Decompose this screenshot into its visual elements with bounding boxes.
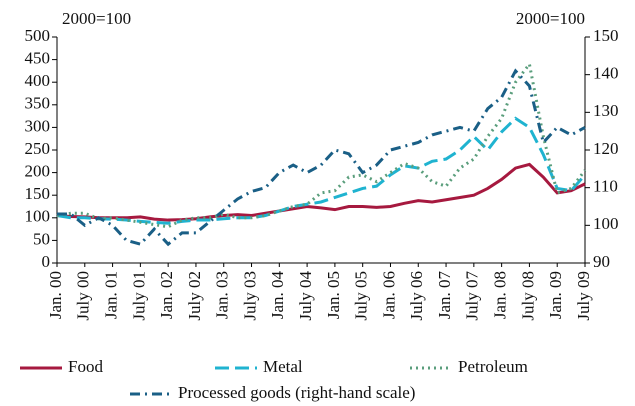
x-tick-label: July 07 <box>463 271 482 321</box>
y-tick-label: 200 <box>25 162 51 181</box>
x-tick-label: Jan. 05 <box>324 271 343 319</box>
x-tick-label: July 05 <box>352 271 371 321</box>
x-tick-label: July 09 <box>574 271 593 321</box>
series-line <box>56 116 587 225</box>
x-tick-label: July 03 <box>240 271 259 321</box>
x-tick-label: July 08 <box>518 271 537 321</box>
x-tick-label: Jan. 04 <box>268 271 287 320</box>
x-tick-label: Jan. 07 <box>435 271 454 320</box>
legend-label: Processed goods (right-hand scale) <box>178 383 415 402</box>
y2-tick-label: 120 <box>593 139 619 158</box>
y-tick-label: 150 <box>25 184 51 203</box>
y2-tick-label: 110 <box>593 177 618 196</box>
x-tick-label: Jan. 09 <box>546 271 565 319</box>
y2-tick-label: 90 <box>593 252 610 271</box>
x-tick-label: Jan. 03 <box>213 271 232 319</box>
y-tick-label: 350 <box>25 94 51 113</box>
legend-label: Petroleum <box>458 357 528 376</box>
x-tick-label: July 04 <box>296 271 315 321</box>
y-tick-label: 0 <box>42 252 51 271</box>
x-tick-label: July 00 <box>74 271 93 321</box>
x-tick-label: Jan. 00 <box>46 271 65 319</box>
series-line <box>57 68 586 247</box>
x-tick-label: July 01 <box>129 271 148 321</box>
y-tick-label: 500 <box>25 26 51 45</box>
y-tick-label: 100 <box>25 207 51 226</box>
y-tick-label: 250 <box>25 139 51 158</box>
x-tick-label: Jan. 08 <box>491 271 510 319</box>
y2-tick-label: 100 <box>593 214 619 233</box>
y2-tick-label: 130 <box>593 101 619 120</box>
series-line <box>56 162 586 222</box>
y-tick-label: 50 <box>33 229 50 248</box>
right-axis-note: 2000=100 <box>516 9 585 28</box>
y2-tick-label: 140 <box>593 64 619 83</box>
y-tick-label: 450 <box>25 49 51 68</box>
x-tick-label: Jan. 01 <box>101 271 120 319</box>
legend-label: Food <box>68 357 103 376</box>
x-tick-label: Jan. 02 <box>157 271 176 319</box>
y-tick-label: 400 <box>25 71 51 90</box>
y-tick-label: 300 <box>25 116 51 135</box>
x-tick-label: July 02 <box>185 271 204 321</box>
legend-label: Metal <box>263 357 303 376</box>
x-tick-label: Jan. 06 <box>379 271 398 319</box>
x-tick-label: July 06 <box>407 271 426 321</box>
y2-tick-label: 150 <box>593 26 619 45</box>
left-axis-note: 2000=100 <box>62 9 131 28</box>
